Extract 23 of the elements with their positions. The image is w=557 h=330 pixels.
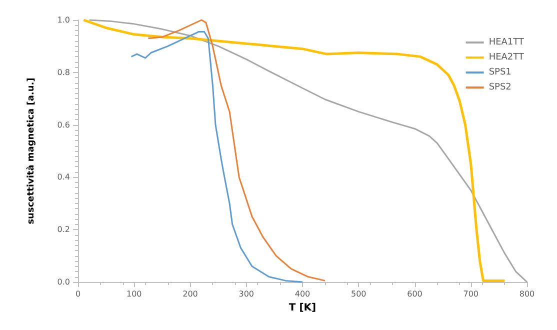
x-tick-label: 600 [407, 290, 422, 298]
x-axis-title: T [K] [288, 302, 316, 314]
x-tick-label: 700 [463, 290, 479, 298]
y-tick-label: 0.2 [57, 225, 70, 234]
x-tick-label: 200 [182, 290, 198, 298]
x-tick-label: 0 [75, 290, 81, 298]
y-tick-label: 0.8 [57, 68, 70, 77]
x-tick-label: 800 [519, 290, 535, 298]
y-axis-title: suscettività magnetica [a.u.] [26, 78, 36, 224]
y-tick-label: 0.4 [57, 172, 70, 182]
line-series [130, 31, 304, 283]
y-tick-label: 0.0 [57, 278, 70, 286]
legend-label: HEA2TT [488, 52, 524, 62]
legend-label: SPS2 [488, 82, 512, 92]
y-tick-label: 0.6 [57, 120, 70, 130]
legend-label: SPS1 [488, 68, 512, 78]
x-tick-label: 500 [350, 290, 366, 298]
legend-label: HEA1TT [488, 38, 524, 48]
y-tick-label: 1.0 [57, 16, 70, 24]
x-tick-label: 400 [294, 290, 310, 298]
x-tick-label: 100 [126, 290, 142, 298]
line-series [147, 19, 326, 282]
x-tick-label: 300 [238, 290, 254, 298]
